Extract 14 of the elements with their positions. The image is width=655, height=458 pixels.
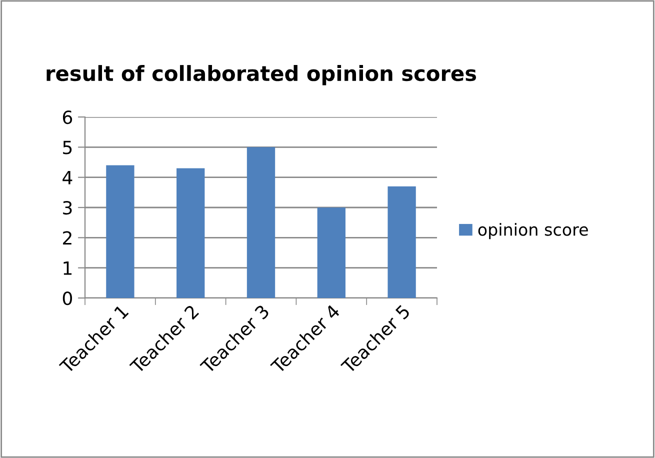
y-tick-label: 1: [64, 262, 72, 275]
bar: [388, 186, 416, 298]
legend-label: opinion score: [478, 222, 588, 240]
chart-title: result of collaborated opinion scores: [46, 65, 476, 86]
bar: [317, 208, 346, 298]
bar: [246, 147, 276, 298]
y-tick-label: 3: [63, 200, 72, 215]
bar: [106, 165, 134, 298]
y-tick-label: 5: [63, 140, 72, 154]
bar: [176, 168, 205, 298]
y-tick-label: 0: [62, 291, 72, 306]
y-tick-label: 4: [62, 171, 72, 184]
y-tick-label: 2: [63, 231, 72, 245]
y-tick-label: 6: [62, 110, 72, 124]
